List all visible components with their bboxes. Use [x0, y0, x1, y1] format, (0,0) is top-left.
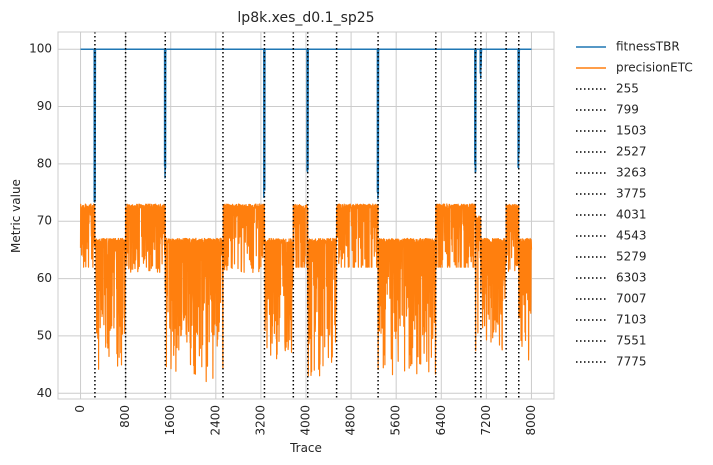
legend-label: 3775 — [616, 187, 647, 201]
y-tick-label: 40 — [37, 386, 52, 400]
x-tick-label: 4800 — [344, 405, 358, 436]
y-tick-label: 90 — [37, 99, 52, 113]
x-tick-label: 6400 — [434, 405, 448, 436]
x-tick-label: 8000 — [524, 405, 538, 436]
legend: fitnessTBR precisionETC 255 799 1503 2527 3263… — [576, 40, 693, 369]
x-tick-label: 0 — [73, 405, 87, 413]
x-tick-label: 1600 — [163, 405, 177, 436]
legend-label: precisionETC — [616, 61, 693, 75]
legend-label: 4031 — [616, 208, 647, 222]
legend-label: 1503 — [616, 124, 647, 138]
legend-label: 5279 — [616, 250, 647, 264]
x-tick-label: 3200 — [253, 405, 267, 436]
legend-label: 255 — [616, 82, 639, 96]
legend-label: 7103 — [616, 313, 647, 327]
y-tick-labels: 40 50 60 70 80 90 100 — [29, 42, 52, 400]
x-tick-labels: 0 800 1600 2400 3200 4000 4800 5600 6400 7200 8000 — [73, 405, 538, 436]
x-tick-label: 800 — [118, 405, 132, 428]
legend-label: 7775 — [616, 355, 647, 369]
legend-label: 3263 — [616, 166, 647, 180]
y-tick-label: 100 — [29, 42, 52, 56]
y-tick-label: 70 — [37, 214, 52, 228]
x-tick-label: 2400 — [208, 405, 222, 436]
precisionETC-line — [79, 203, 533, 383]
x-axis-label: Trace — [289, 441, 322, 455]
y-tick-label: 60 — [37, 271, 52, 285]
legend-label: fitnessTBR — [616, 40, 680, 54]
legend-label: 2527 — [616, 145, 647, 159]
chart-title: lp8k.xes_d0.1_sp25 — [237, 10, 374, 26]
y-axis-label: Metric value — [9, 179, 23, 253]
x-tick-label: 4000 — [299, 405, 313, 436]
x-tick-label: 7200 — [479, 405, 493, 436]
legend-label: 6303 — [616, 271, 647, 285]
legend-label: 799 — [616, 103, 639, 117]
y-tick-label: 80 — [37, 156, 52, 170]
change-point-lines — [94, 32, 520, 399]
plot-frame — [57, 31, 555, 400]
legend-label: 7007 — [616, 292, 647, 306]
legend-label: 4543 — [616, 229, 647, 243]
y-tick-label: 50 — [37, 328, 52, 342]
series-precisionETC — [79, 203, 533, 383]
legend-label: 7551 — [616, 334, 647, 348]
x-tick-label: 5600 — [389, 405, 403, 436]
